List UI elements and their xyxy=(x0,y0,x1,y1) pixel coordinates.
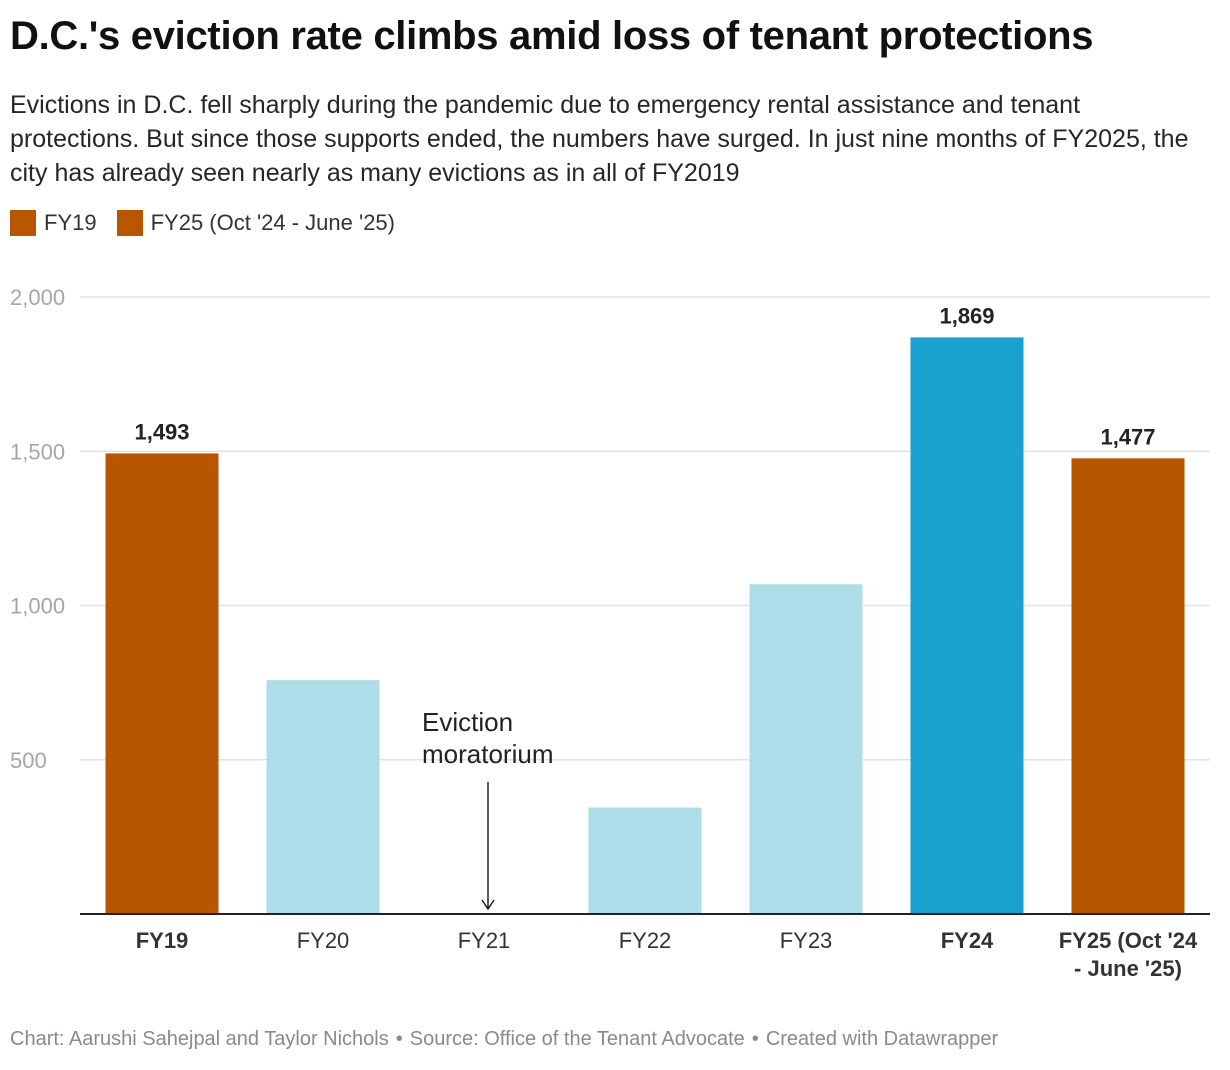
bar xyxy=(910,337,1024,914)
x-tick-label: FY20 xyxy=(297,928,350,953)
legend-item-fy19: FY19 xyxy=(10,210,97,236)
x-tick-label: FY23 xyxy=(780,928,833,953)
data-label: 1,869 xyxy=(939,303,994,328)
x-tick-label: FY21 xyxy=(458,928,511,953)
footer-separator: • xyxy=(751,1028,759,1050)
x-tick-label: FY22 xyxy=(619,928,672,953)
datawrapper-credit: Created with Datawrapper xyxy=(765,1028,999,1050)
data-label: 1,493 xyxy=(134,419,189,444)
footer-separator: • xyxy=(395,1028,403,1050)
data-label: 1,477 xyxy=(1100,424,1155,449)
bar xyxy=(266,680,380,914)
bar-chart: 500 1,000 1,500 2,000 1,493 FY19 FY20 FY21 FY22 F… xyxy=(10,285,1210,981)
legend-swatch-fy19 xyxy=(10,210,36,236)
chart-credit: Chart: Aarushi Sahejpal and Taylor Nicho… xyxy=(10,1028,389,1050)
x-tick-label: FY25 (Oct '24 xyxy=(1059,928,1198,953)
y-tick-label: 2,000 xyxy=(10,285,65,310)
annotation-arrowhead xyxy=(481,899,495,911)
y-tick-label: 1,500 xyxy=(10,439,65,464)
chart-title: D.C.'s eviction rate climbs amid loss of… xyxy=(10,14,1094,58)
bar xyxy=(105,453,219,914)
x-tick-label: - June '25) xyxy=(1074,956,1182,981)
x-tick-label: FY24 xyxy=(941,928,994,953)
annotation-text: Eviction xyxy=(422,707,513,737)
y-tick-label: 500 xyxy=(10,748,47,773)
bar xyxy=(749,584,863,914)
legend: FY19 FY25 (Oct '24 - June '25) xyxy=(10,210,395,236)
chart-subtitle: Evictions in D.C. fell sharply during th… xyxy=(10,91,1189,187)
legend-label-fy19: FY19 xyxy=(44,210,97,235)
y-tick-label: 1,000 xyxy=(10,594,65,619)
annotation-text: moratorium xyxy=(422,739,553,769)
footer: Chart: Aarushi Sahejpal and Taylor Nicho… xyxy=(10,1028,998,1051)
bar xyxy=(1071,458,1185,914)
legend-label-fy25: FY25 (Oct '24 - June '25) xyxy=(150,210,395,235)
source-credit: Source: Office of the Tenant Advocate xyxy=(409,1028,745,1050)
x-tick-label: FY19 xyxy=(136,928,189,953)
bar xyxy=(588,807,702,914)
legend-swatch-fy25 xyxy=(116,210,143,236)
legend-item-fy25: FY25 (Oct '24 - June '25) xyxy=(116,210,395,236)
